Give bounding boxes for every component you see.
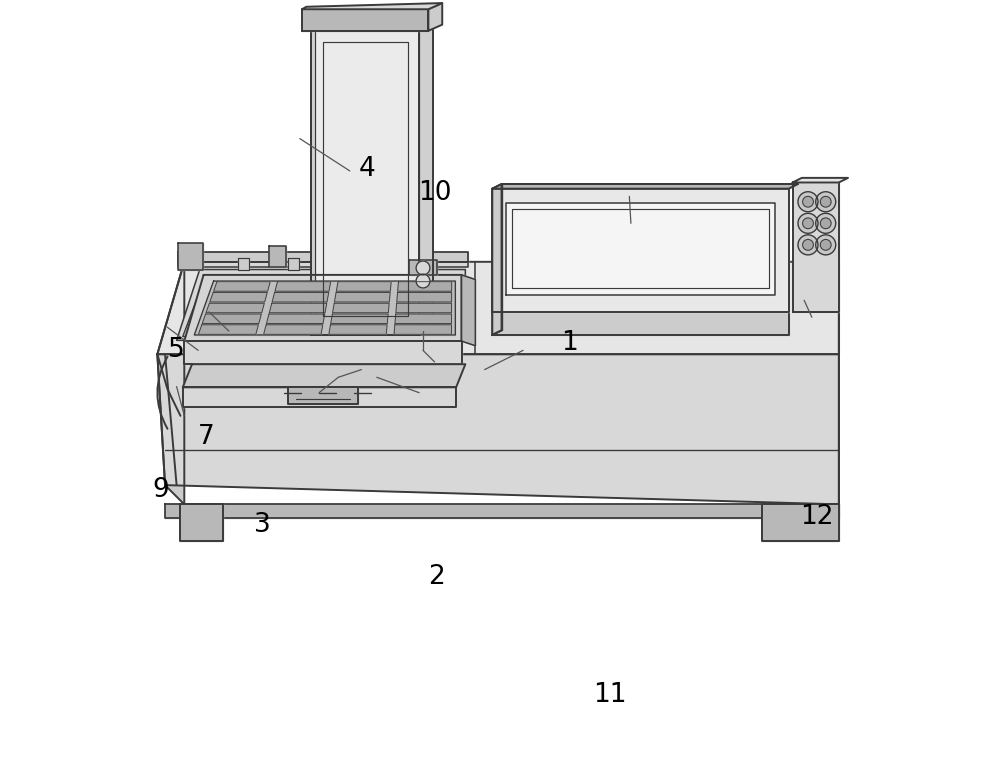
Circle shape: [798, 235, 818, 255]
Polygon shape: [184, 341, 462, 364]
Text: 9: 9: [153, 477, 170, 503]
Polygon shape: [165, 504, 839, 518]
Polygon shape: [398, 282, 452, 291]
Polygon shape: [275, 282, 331, 291]
Polygon shape: [157, 262, 184, 504]
Polygon shape: [762, 504, 839, 541]
Polygon shape: [183, 387, 456, 407]
Polygon shape: [311, 25, 433, 31]
Polygon shape: [214, 282, 270, 291]
Circle shape: [416, 261, 430, 275]
Polygon shape: [238, 258, 249, 269]
Polygon shape: [492, 184, 502, 335]
Polygon shape: [793, 182, 839, 312]
Polygon shape: [157, 354, 839, 504]
Polygon shape: [334, 293, 390, 302]
Polygon shape: [396, 303, 452, 313]
Circle shape: [816, 192, 836, 212]
Circle shape: [820, 196, 831, 207]
Polygon shape: [302, 9, 428, 31]
Polygon shape: [333, 303, 389, 313]
Polygon shape: [492, 312, 789, 335]
Polygon shape: [272, 293, 329, 302]
Polygon shape: [336, 282, 391, 291]
Polygon shape: [198, 325, 258, 334]
Circle shape: [816, 235, 836, 255]
Text: 5: 5: [168, 337, 185, 363]
Circle shape: [416, 274, 430, 288]
Text: 3: 3: [254, 512, 271, 538]
Circle shape: [803, 239, 813, 250]
Text: 12: 12: [800, 504, 834, 531]
Polygon shape: [302, 3, 442, 9]
Polygon shape: [492, 184, 798, 189]
Polygon shape: [177, 270, 465, 340]
Polygon shape: [183, 275, 459, 336]
Circle shape: [798, 192, 818, 212]
Circle shape: [798, 213, 818, 233]
Polygon shape: [506, 203, 775, 295]
Polygon shape: [331, 314, 388, 323]
Polygon shape: [492, 189, 789, 312]
Polygon shape: [194, 281, 455, 335]
Text: 2: 2: [428, 564, 445, 591]
Polygon shape: [178, 252, 468, 262]
Polygon shape: [288, 387, 358, 404]
Polygon shape: [269, 246, 286, 267]
Polygon shape: [264, 325, 323, 334]
Polygon shape: [462, 275, 475, 346]
Polygon shape: [419, 25, 433, 335]
Text: 4: 4: [359, 156, 376, 182]
Polygon shape: [206, 303, 264, 313]
Text: 10: 10: [418, 179, 451, 206]
Polygon shape: [793, 178, 848, 182]
Polygon shape: [178, 262, 468, 267]
Polygon shape: [202, 314, 261, 323]
Text: 7: 7: [197, 424, 214, 450]
Polygon shape: [428, 3, 442, 31]
Polygon shape: [395, 314, 452, 323]
Polygon shape: [311, 28, 316, 335]
Polygon shape: [210, 293, 267, 302]
Polygon shape: [288, 258, 299, 269]
Circle shape: [816, 213, 836, 233]
Polygon shape: [266, 314, 325, 323]
Polygon shape: [183, 364, 465, 387]
Polygon shape: [311, 31, 419, 335]
Polygon shape: [180, 504, 223, 541]
Circle shape: [803, 196, 813, 207]
Polygon shape: [269, 303, 327, 313]
Circle shape: [803, 218, 813, 229]
Polygon shape: [394, 325, 451, 334]
Text: 1: 1: [561, 330, 578, 356]
Polygon shape: [329, 325, 387, 334]
Text: 11: 11: [593, 681, 627, 708]
Polygon shape: [178, 243, 203, 270]
Polygon shape: [184, 275, 462, 341]
Polygon shape: [157, 262, 839, 354]
Circle shape: [820, 218, 831, 229]
Polygon shape: [409, 260, 437, 275]
Circle shape: [820, 239, 831, 250]
Polygon shape: [397, 293, 452, 302]
